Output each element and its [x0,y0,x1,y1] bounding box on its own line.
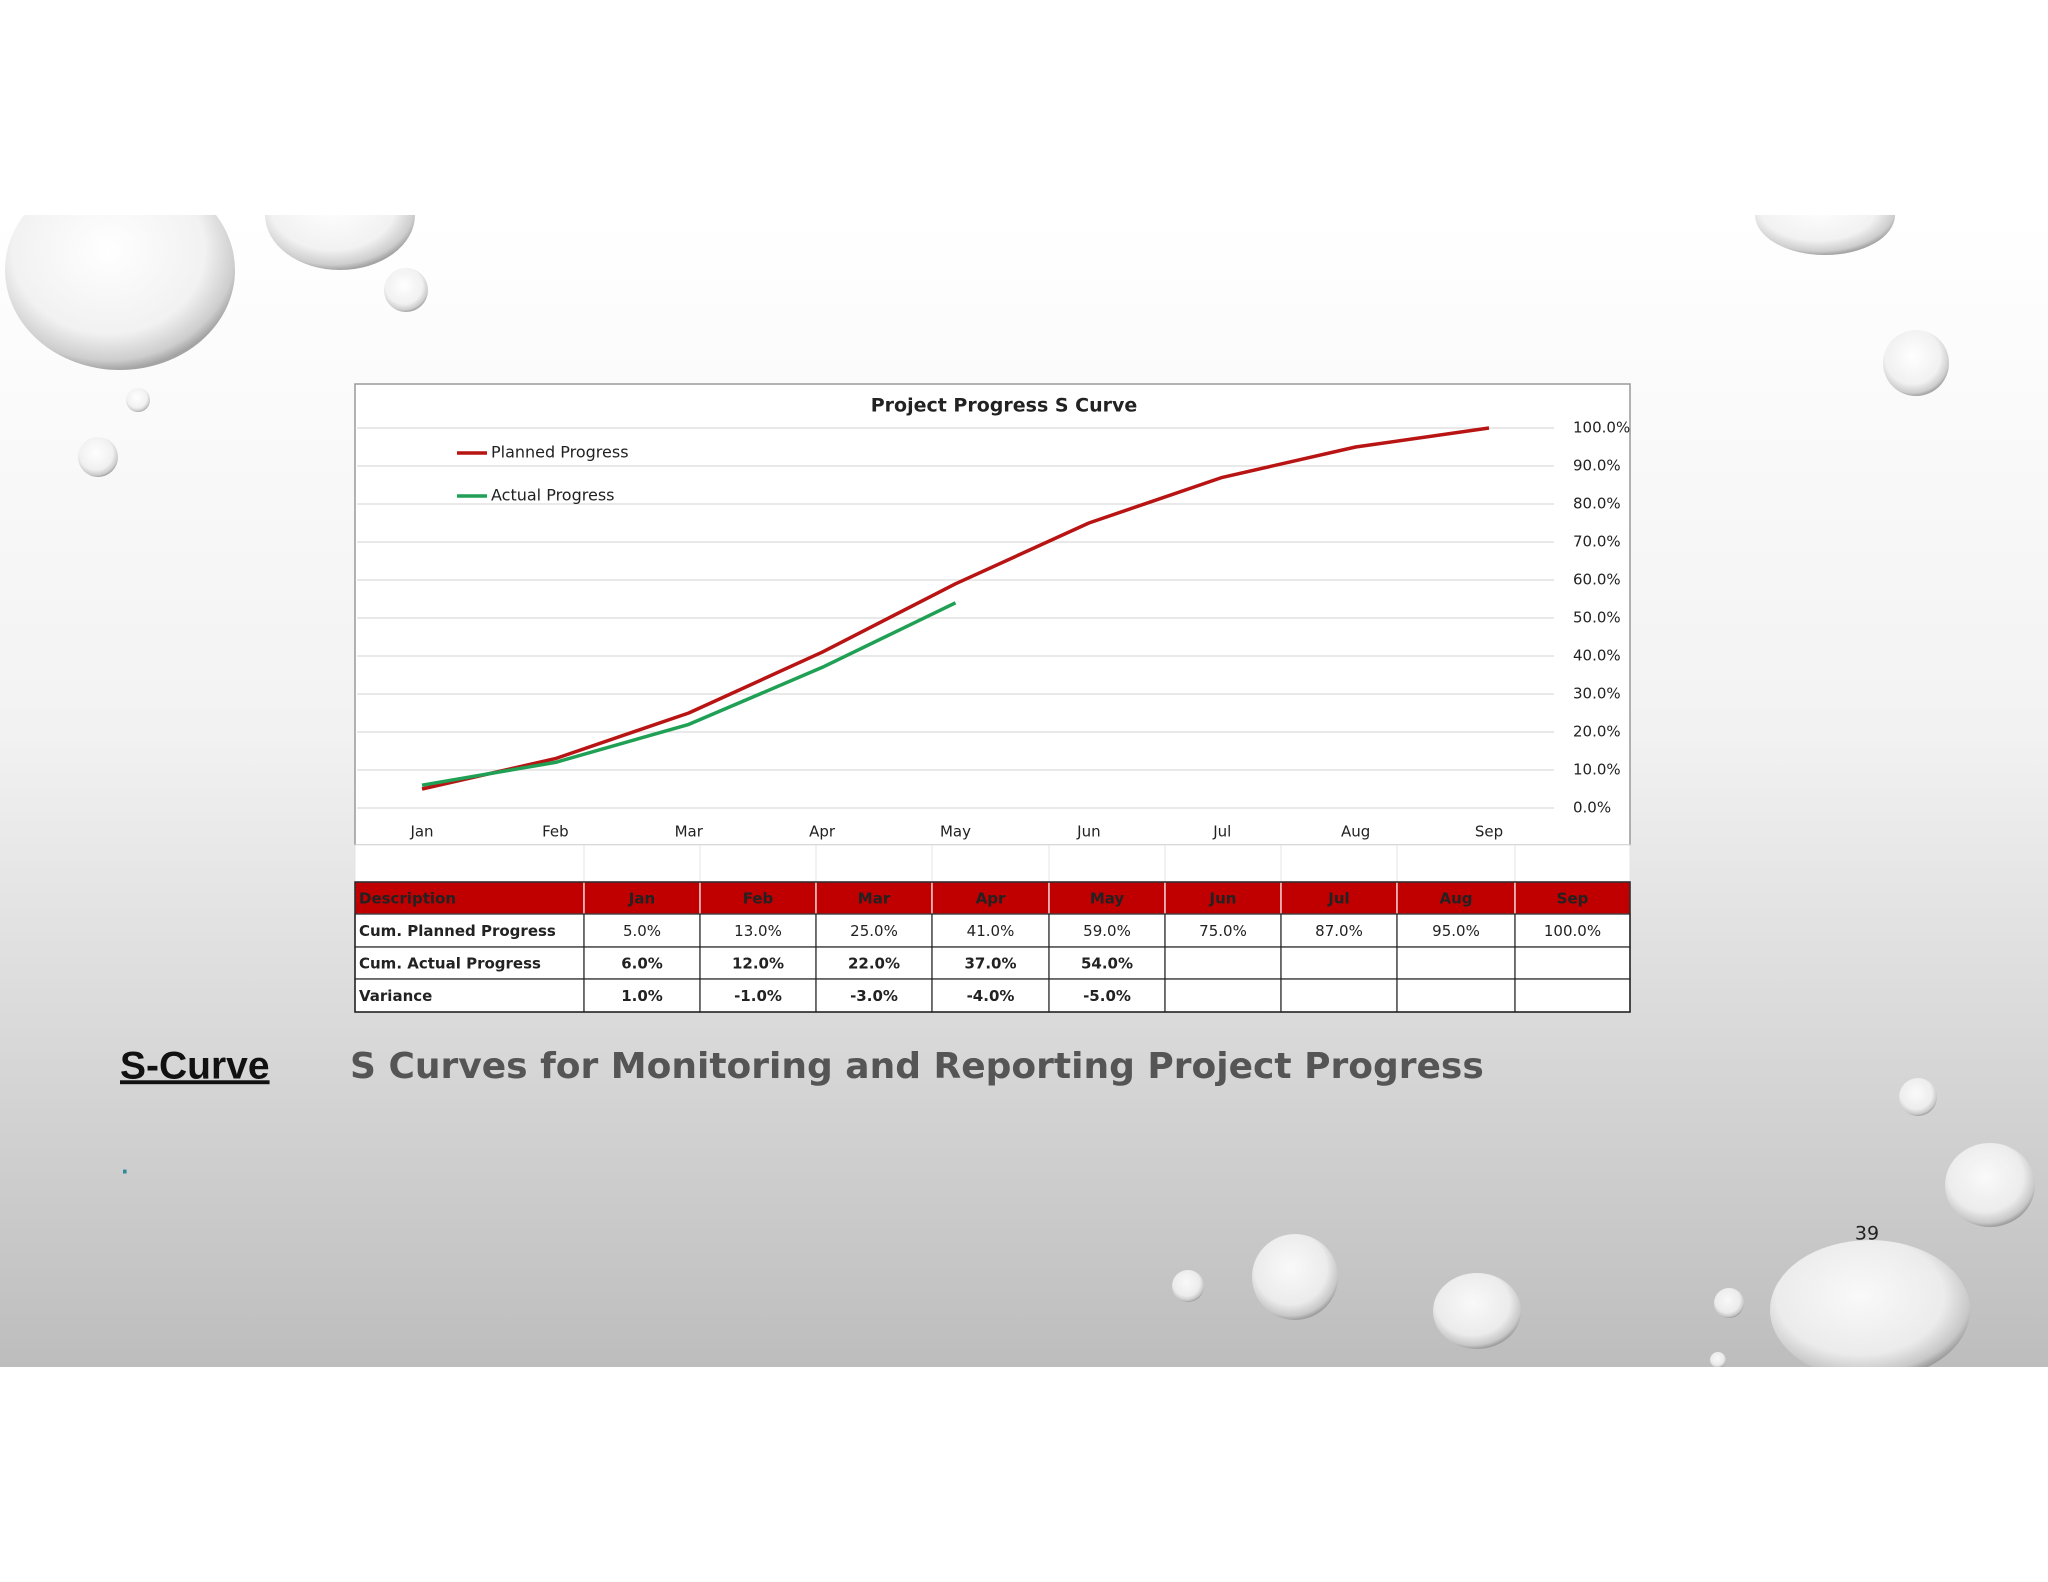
chart-title: Project Progress S Curve [871,395,1138,417]
table-value: -3.0% [850,987,898,1005]
header-text: Jul [1327,890,1349,908]
table-value: -1.0% [734,987,782,1005]
table-value: 5.0% [623,922,661,940]
table-cell [699,946,817,980]
y-tick-label: 30.0% [1573,685,1621,703]
y-tick-label: 50.0% [1573,609,1621,627]
table-cell [931,946,1050,980]
table-value: 37.0% [964,955,1016,973]
slide-label: S-Curve [120,1044,270,1087]
table-cell [1280,978,1398,1013]
table-cell [1396,978,1516,1013]
y-tick-label: 0.0% [1573,799,1611,817]
table-value: 100.0% [1544,922,1601,940]
x-tick-label: Apr [809,823,836,841]
header-text: Description [359,890,456,908]
table-value: 25.0% [850,922,898,940]
y-tick-label: 40.0% [1573,647,1621,665]
table-value: 54.0% [1081,955,1133,973]
table-cell [1048,978,1166,1013]
table-cell [1164,946,1282,980]
header-cell [583,881,701,915]
table-cell [699,978,817,1013]
header-cell [354,881,585,915]
table-spacer-row [354,844,1631,883]
x-tick-label: Mar [675,823,704,841]
data-table: Description Jan Feb Mar Apr May Jun Jul Aug Sep Cu… [354,844,1631,1013]
table-border [354,881,1631,1013]
legend-label: Planned Progress [491,443,629,462]
y-tick-label: 90.0% [1573,457,1621,475]
slide-heading: S Curves for Monitoring and Reporting Pr… [350,1046,1484,1087]
series-line [421,601,957,787]
y-tick-label: 100.0% [1573,419,1630,437]
page-number: 39 [1855,1223,1879,1245]
table-value: -4.0% [967,987,1015,1005]
row-label: Variance [359,987,432,1005]
series-line [421,426,1490,791]
x-tick-label: May [940,823,971,841]
table-cell [1514,946,1631,980]
y-tick-label: 80.0% [1573,495,1621,513]
x-tick-label: Jul [1212,823,1231,841]
bullet: . [121,1155,129,1179]
table-cell [354,978,585,1013]
row-label: Cum. Planned Progress [359,922,556,940]
table-cell [1164,978,1282,1013]
x-tick-label: Sep [1475,823,1503,841]
legend-label: Actual Progress [491,486,615,505]
table-value: 59.0% [1083,922,1131,940]
header-cell [1048,881,1166,915]
y-tick-label: 20.0% [1573,723,1621,741]
chart-frame [354,383,1631,846]
table-value: 6.0% [621,955,663,973]
header-text: Sep [1557,890,1589,908]
plot: 0.0% 10.0% 20.0% 30.0% 40.0% 50.0% 60.0% 70.0% 8… [357,419,1630,841]
table-value: 12.0% [732,955,784,973]
table-cell [1164,913,1282,948]
table-cell [354,946,585,980]
x-tick-label: Aug [1341,823,1370,841]
x-tick-label: Jun [1076,823,1100,841]
table-cell [1396,913,1516,948]
header-cell [931,881,1050,915]
table-cell [1280,946,1398,980]
table-value: 75.0% [1199,922,1247,940]
table-cell [1514,978,1631,1013]
header-text: Mar [858,890,891,908]
table-cell [1396,946,1516,980]
header-text: Jan [628,890,655,908]
header-cell [1514,881,1631,915]
header-text: Aug [1439,890,1472,908]
water-drops [5,215,2035,1367]
y-tick-label: 60.0% [1573,571,1621,589]
row-label: Cum. Actual Progress [359,955,541,973]
table-value: 41.0% [967,922,1015,940]
table-cell [1514,913,1631,948]
header-text: Apr [976,890,1006,908]
y-tick-label: 10.0% [1573,761,1621,779]
table-cell [815,978,933,1013]
table-value: 22.0% [848,955,900,973]
table-value: 95.0% [1432,922,1480,940]
table-cell [583,913,701,948]
header-text: Feb [743,890,774,908]
table-value: 13.0% [734,922,782,940]
x-tick-label: Jan [409,823,433,841]
table-value: 87.0% [1315,922,1363,940]
header-text: May [1090,890,1125,908]
x-tick-label: Feb [542,823,569,841]
table-value: 1.0% [621,987,663,1005]
table-cell [815,913,933,948]
header-text: Jun [1209,890,1237,908]
table-value: -5.0% [1083,987,1131,1005]
y-tick-label: 70.0% [1573,533,1621,551]
header-cell [699,881,817,915]
table-cell [931,913,1050,948]
